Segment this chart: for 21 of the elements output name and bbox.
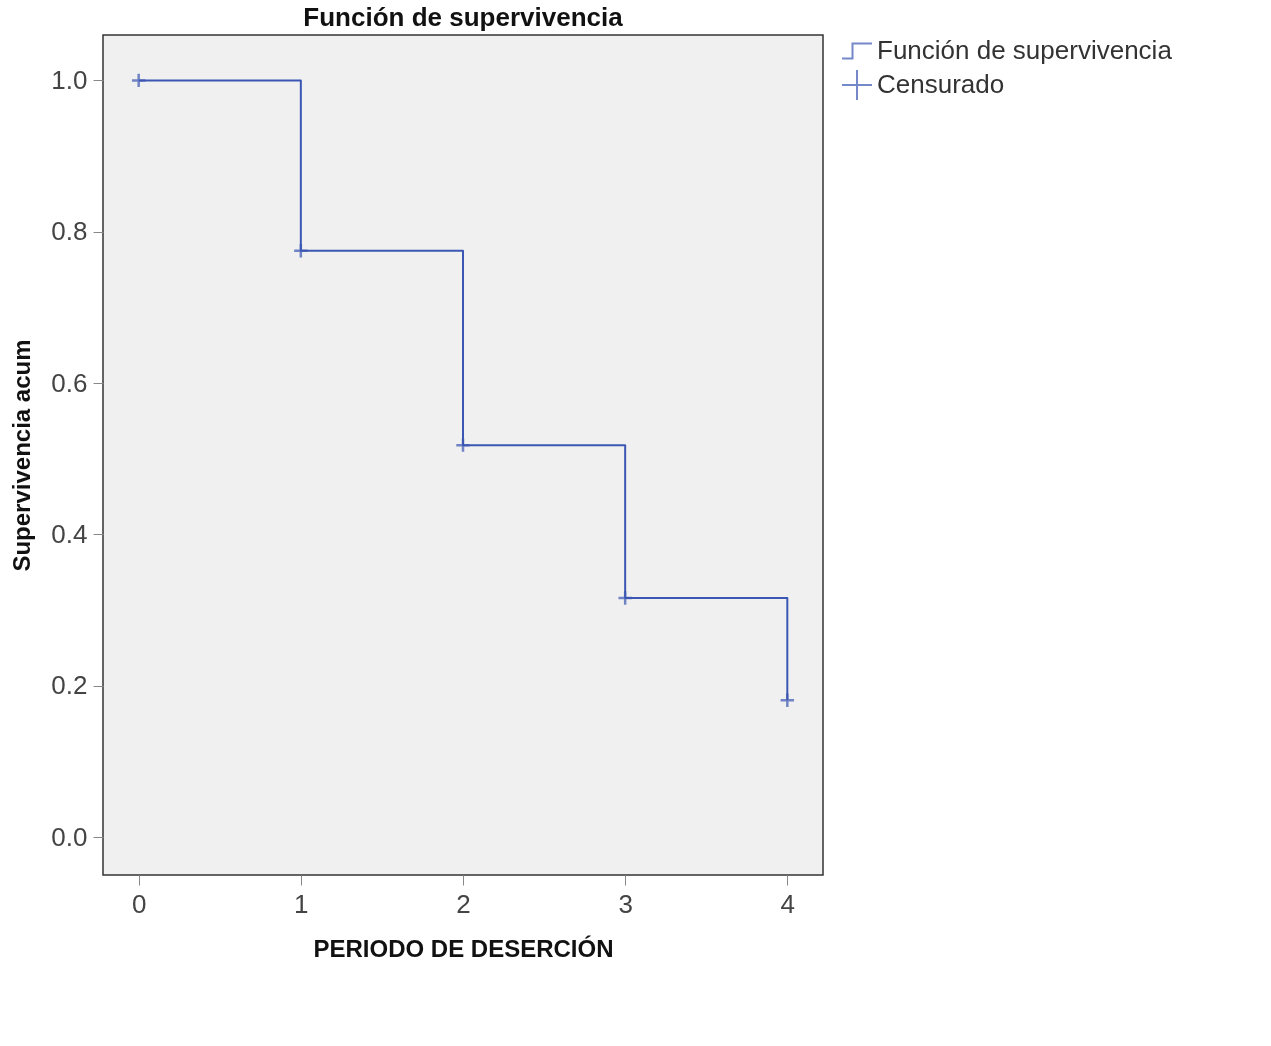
legend-label: Censurado <box>877 69 1005 99</box>
y-axis-title: Supervivencia acum <box>8 339 36 572</box>
y-tick-label: 0.8 <box>51 216 88 247</box>
y-tick-label: 0.2 <box>51 670 88 701</box>
y-tick-label: 1.0 <box>51 64 88 95</box>
point <box>455 437 471 454</box>
point <box>617 590 634 606</box>
point <box>292 242 309 259</box>
chart-title: Función de supervivencia <box>303 2 624 32</box>
x-tick-label: 1 <box>294 888 309 919</box>
x-tick-label: 4 <box>780 888 796 919</box>
point <box>779 692 796 709</box>
x-tick-label: 2 <box>456 888 471 919</box>
y-tick-label: 0.0 <box>51 821 88 852</box>
x-tick-label: 3 <box>618 888 633 919</box>
x-axis-title: PERIODO DE DESERCIÓN <box>313 934 614 962</box>
y-tick-label: 0.6 <box>51 367 88 398</box>
x-tick-label: 0 <box>131 888 147 919</box>
legend-label: Función de supervivencia <box>877 35 1173 65</box>
y-tick-label: 0.4 <box>51 518 88 549</box>
point <box>130 72 147 89</box>
